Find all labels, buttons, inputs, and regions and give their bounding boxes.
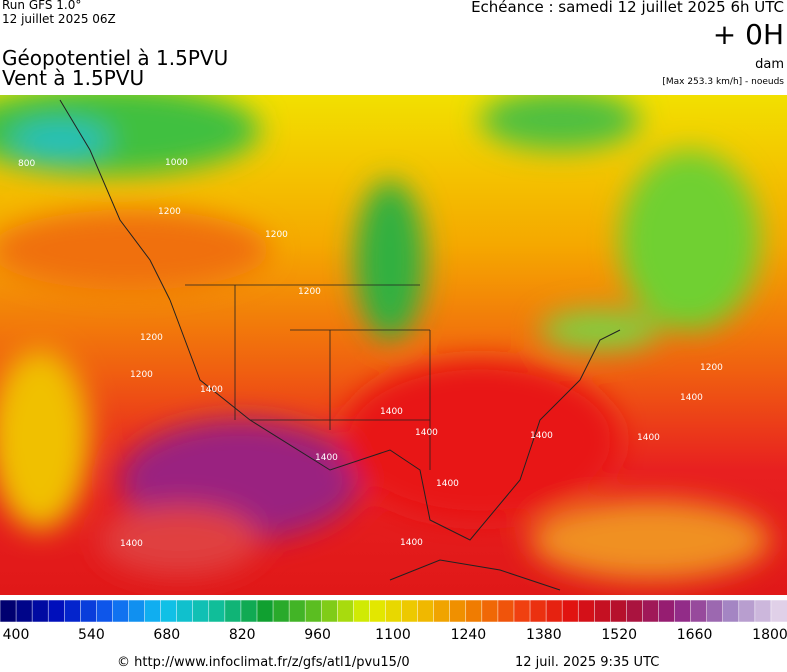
colorbar-swatch <box>690 599 708 623</box>
contour-label: 800 <box>18 159 35 169</box>
contour-label: 1000 <box>165 158 188 168</box>
colorbar-swatch <box>128 599 146 623</box>
colorbar-swatch <box>47 599 65 623</box>
contour-label: 1400 <box>315 453 338 463</box>
colorbar-label: 1240 <box>451 627 487 643</box>
colorbar-label: 960 <box>304 627 331 643</box>
colorbar-swatch <box>224 599 242 623</box>
contour-label: 1400 <box>200 385 223 395</box>
colorbar-swatch <box>192 599 210 623</box>
contour-label: 1400 <box>415 428 438 438</box>
contour-label: 1200 <box>298 287 321 297</box>
colorbar-swatch <box>304 599 322 623</box>
colorbar-swatch <box>160 599 178 623</box>
colorbar-swatch <box>272 599 290 623</box>
colorbar-swatch <box>63 599 82 623</box>
colorbar-swatch <box>658 599 676 623</box>
colorbar-swatch <box>545 599 563 623</box>
colorbar-swatch <box>208 599 226 623</box>
colorbar-swatch <box>96 599 114 623</box>
colorbar-swatch <box>112 599 130 623</box>
colorbar-label: 1100 <box>375 627 411 643</box>
contour-label: 1400 <box>436 479 459 489</box>
map-field <box>0 95 787 595</box>
colorbar-swatch <box>770 599 787 623</box>
colorbar-label: 820 <box>229 627 256 643</box>
timestamp: 12 juil. 2025 9:35 UTC <box>515 655 660 670</box>
colorbar-swatch <box>240 599 258 623</box>
max-note: [Max 253.3 km/h] - noeuds <box>662 77 784 87</box>
contour-label: 1400 <box>637 433 660 443</box>
colorbar-swatch <box>754 599 772 623</box>
colorbar-swatch <box>722 599 740 623</box>
colorbar-swatch <box>610 599 628 623</box>
colorbar-label: 540 <box>78 627 105 643</box>
colorbar-swatch <box>561 599 579 623</box>
contour-label: 1400 <box>380 407 403 417</box>
colorbar-swatch <box>401 599 419 623</box>
colorbar-swatch <box>433 599 451 623</box>
colorbar-swatch <box>417 599 435 623</box>
colorbar-swatch <box>337 599 355 623</box>
run-label: Run GFS 1.0° <box>2 0 82 12</box>
contour-label: 1200 <box>140 333 163 343</box>
contour-label: 1400 <box>530 431 553 441</box>
colorbar-label: 680 <box>153 627 180 643</box>
colorbar-label: 1660 <box>677 627 713 643</box>
colorbar-swatch <box>481 599 499 623</box>
colorbar-swatch <box>706 599 724 623</box>
colorbar-swatch <box>369 599 387 623</box>
contour-label: 1200 <box>158 207 181 217</box>
colorbar-swatch <box>626 599 644 623</box>
colorbar-swatch <box>320 599 339 623</box>
colorbar-swatch <box>0 599 17 623</box>
colorbar-label: 400 <box>3 627 30 643</box>
colorbar-swatch <box>15 599 33 623</box>
contour-label: 1400 <box>680 393 703 403</box>
run-date: 12 juillet 2025 06Z <box>2 12 116 26</box>
colorbar-swatch <box>497 599 515 623</box>
colorbar-swatch <box>176 599 194 623</box>
colorbar-swatch <box>31 599 49 623</box>
colorbar-label: 1520 <box>601 627 637 643</box>
colorbar-swatch <box>577 599 596 623</box>
colorbar-swatch <box>80 599 98 623</box>
subtitle: Vent à 1.5PVU <box>2 66 145 90</box>
lead-time: + 0H <box>712 18 784 51</box>
title: Géopotentiel à 1.5PVU <box>2 46 229 70</box>
contour-label: 1400 <box>120 539 143 549</box>
colorbar-label: 1800 <box>752 627 787 643</box>
contour-label: 1400 <box>400 538 423 548</box>
contour-label: 1200 <box>130 370 153 380</box>
colorbar-label: 1380 <box>526 627 562 643</box>
colorbar-swatch <box>642 599 660 623</box>
contour-label: 1200 <box>700 363 723 373</box>
colorbar-swatch <box>288 599 306 623</box>
colorbar-swatch <box>256 599 274 623</box>
colorbar-swatch <box>465 599 483 623</box>
unit: dam <box>755 57 784 72</box>
source-link: © http://www.infoclimat.fr/z/gfs/atl1/pv… <box>117 655 410 670</box>
echeance: Echéance : samedi 12 juillet 2025 6h UTC <box>471 0 784 16</box>
colorbar-swatch <box>449 599 467 623</box>
contour-label: 1200 <box>265 230 288 240</box>
colorbar-swatch <box>738 599 756 623</box>
colorbar-swatch <box>594 599 612 623</box>
colorbar-swatch <box>513 599 531 623</box>
colorbar-swatch <box>353 599 371 623</box>
colorbar-swatch <box>674 599 692 623</box>
colorbar-swatch <box>144 599 162 623</box>
colorbar-swatch <box>385 599 403 623</box>
colorbar-swatch <box>529 599 547 623</box>
